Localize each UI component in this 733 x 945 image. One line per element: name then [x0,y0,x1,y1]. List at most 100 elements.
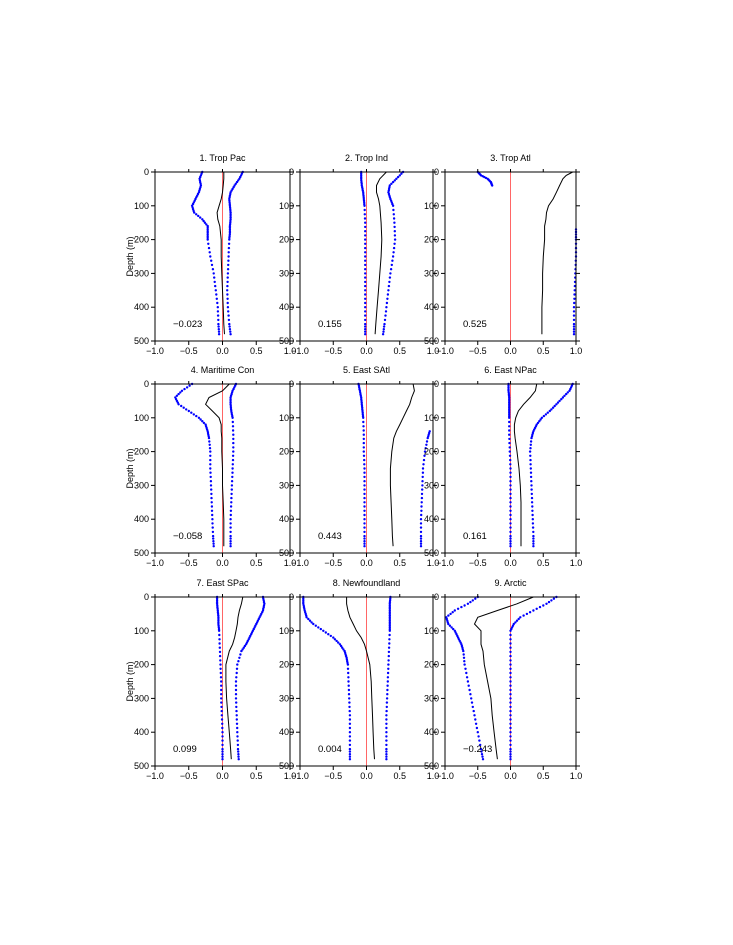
lower-bound-point [207,436,211,440]
panel-title: 7. East SPac [196,578,249,588]
upper-bound-point [388,616,391,619]
upper-bound-point [509,731,512,734]
lower-bound-point [462,653,465,656]
upper-bound-point [235,709,238,713]
upper-bound-point [509,714,512,717]
lower-bound-point [364,263,367,267]
upper-bound-point [383,322,386,326]
upper-bound-point [509,743,512,747]
lower-bound-point [364,297,367,300]
lower-bound-point [456,607,460,610]
lower-bound-point [212,537,215,540]
lower-bound-point [221,750,224,753]
lower-bound-point [180,404,183,408]
upper-bound-point [393,242,396,245]
upper-bound-point [235,718,238,721]
upper-bound-point [230,501,233,504]
x-tick-label: 1.0 [284,346,297,356]
upper-bound-point [528,450,532,453]
upper-bound-point [568,389,571,392]
lower-bound-point [221,753,224,756]
upper-bound-point [231,416,234,419]
upper-bound-point [509,629,512,632]
upper-bound-point [229,216,232,219]
lower-bound-point [462,656,466,659]
lower-bound-point [507,386,510,389]
upper-bound-point [388,633,391,637]
upper-bound-point [391,255,395,258]
lower-bound-point [302,599,305,602]
x-tick-label: −1.0 [146,346,164,356]
upper-bound-point [235,180,239,184]
lower-bound-point [508,398,511,401]
lower-bound-point [341,646,344,649]
lower-bound-point [182,406,185,409]
lower-bound-point [508,454,512,457]
lower-bound-point [363,463,366,466]
x-tick-label: 0.0 [504,346,517,356]
lower-bound-point [363,513,366,517]
lower-bound-point [362,196,365,199]
lower-bound-point [209,467,212,470]
lower-bound-point [508,403,511,406]
lower-bound-point [509,492,512,496]
upper-bound-point [529,458,532,462]
upper-bound-point [509,671,512,675]
upper-bound-point [229,214,232,218]
upper-bound-point [230,492,233,496]
lower-bound-point [210,501,213,504]
y-tick-label: 200 [279,660,294,670]
upper-bound-point [236,739,239,742]
lower-bound-point [466,602,470,605]
upper-bound-point [227,259,230,262]
lower-bound-point [219,663,222,666]
panel-9: −1.0 −0.5 0.0 0.5 1.0 0 100 200 300 400 500 9. Arct… [424,578,582,781]
y-tick-label: 0 [434,379,439,389]
lower-bound-point [509,509,512,512]
lower-bound-series [360,170,367,336]
upper-bound-point [386,293,390,296]
upper-bound-point [235,722,239,725]
lower-bound-point [212,545,215,548]
upper-bound-point [228,202,231,206]
upper-bound-point [229,534,232,538]
upper-bound-point [385,739,388,742]
upper-bound-point [228,328,232,331]
lower-bound-point [509,518,512,521]
panel-title: 1. Trop Pac [199,153,246,163]
upper-bound-point [235,676,238,679]
lower-bound-point [212,272,215,275]
lower-bound-point [471,599,474,602]
lower-bound-point [207,246,211,250]
lower-bound-point [214,289,217,292]
upper-bound-point [228,224,232,228]
upper-bound-point [509,718,512,721]
upper-bound-point [229,522,232,525]
upper-bound-point [566,391,569,394]
lower-bound-point [206,236,209,240]
lower-bound-point [479,747,483,751]
lower-bound-point [363,522,366,525]
x-tick-label: −1.0 [146,771,164,781]
lower-bound-point [481,758,485,761]
upper-bound-point [387,284,391,288]
y-tick-label: 100 [279,413,294,423]
lower-bound-point [207,242,210,245]
lower-bound-point [449,612,452,616]
lower-bound-point [363,213,366,216]
panel-value-label: −0.243 [463,744,492,755]
lower-bound-point [364,230,367,233]
lower-bound-point [337,641,340,644]
upper-bound-point [529,447,532,450]
lower-bound-point [509,475,512,479]
upper-bound-point [227,246,231,250]
x-tick-label: 0.5 [250,558,263,568]
upper-bound-point [229,401,232,404]
upper-bound-point [530,501,534,504]
lower-bound-point [363,208,366,212]
x-tick-label: 0.0 [504,771,517,781]
lower-bound-point [364,301,367,305]
upper-bound-point [573,289,576,292]
upper-bound-point [385,750,388,753]
panel-2: −1.0 −0.5 0.0 0.5 1.0 0 100 200 300 400 500 2. Trop… [279,153,439,356]
